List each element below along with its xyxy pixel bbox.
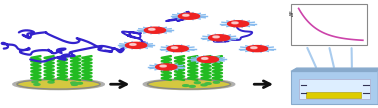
Circle shape xyxy=(197,56,218,62)
Circle shape xyxy=(160,65,166,67)
Circle shape xyxy=(171,47,178,49)
Circle shape xyxy=(125,42,147,48)
Circle shape xyxy=(228,21,249,27)
Polygon shape xyxy=(291,68,378,71)
Circle shape xyxy=(32,81,38,83)
FancyBboxPatch shape xyxy=(291,4,367,45)
Circle shape xyxy=(130,44,136,45)
FancyBboxPatch shape xyxy=(291,71,378,104)
FancyBboxPatch shape xyxy=(299,79,370,99)
Circle shape xyxy=(189,86,195,87)
Circle shape xyxy=(183,85,189,86)
Circle shape xyxy=(178,13,200,19)
Circle shape xyxy=(205,83,211,84)
Text: ΔF: ΔF xyxy=(290,9,296,16)
Circle shape xyxy=(251,47,257,49)
Circle shape xyxy=(183,14,189,16)
Circle shape xyxy=(76,82,82,84)
FancyBboxPatch shape xyxy=(306,92,361,98)
Ellipse shape xyxy=(147,79,231,89)
Ellipse shape xyxy=(143,79,235,90)
Circle shape xyxy=(201,58,208,59)
Circle shape xyxy=(34,84,40,85)
Circle shape xyxy=(194,82,200,83)
Ellipse shape xyxy=(17,79,100,89)
Circle shape xyxy=(232,22,238,24)
Circle shape xyxy=(71,82,77,84)
Circle shape xyxy=(209,35,230,41)
Circle shape xyxy=(213,36,219,38)
Circle shape xyxy=(156,64,177,70)
Circle shape xyxy=(201,84,207,86)
Circle shape xyxy=(213,81,219,83)
Circle shape xyxy=(149,28,155,30)
Circle shape xyxy=(48,81,54,83)
Circle shape xyxy=(167,46,188,52)
Ellipse shape xyxy=(13,79,104,90)
Circle shape xyxy=(144,27,166,33)
Circle shape xyxy=(246,46,268,52)
Circle shape xyxy=(71,84,77,85)
